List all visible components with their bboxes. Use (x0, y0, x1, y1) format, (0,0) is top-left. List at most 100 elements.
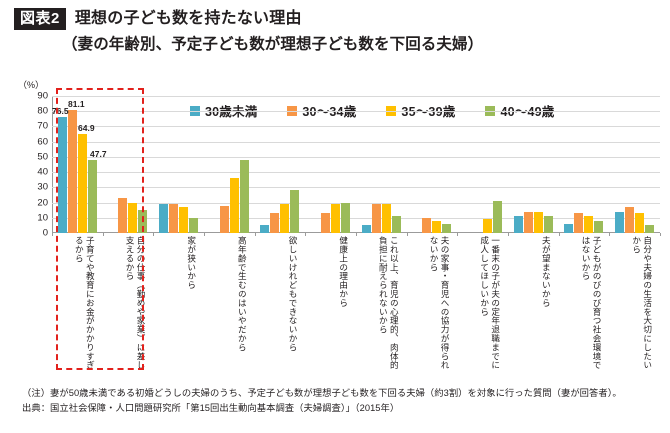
bar[interactable] (169, 204, 179, 233)
x-axis-tick (153, 233, 155, 236)
legend-swatch-icon (386, 105, 397, 116)
bar[interactable] (189, 217, 199, 233)
category-label: 子育てや教育にお金がかかりすぎるから (74, 236, 96, 370)
bar[interactable] (645, 225, 655, 233)
bar[interactable] (67, 109, 77, 233)
y-axis-tick-label: 60 (37, 136, 48, 148)
bar[interactable] (391, 216, 401, 233)
bar[interactable] (584, 216, 594, 233)
figure-number-badge: 図表2 (14, 8, 66, 31)
bar-group (204, 96, 255, 233)
bar[interactable] (290, 190, 300, 233)
bar[interactable] (128, 202, 138, 233)
bar[interactable] (118, 198, 128, 233)
x-axis-tick (609, 233, 611, 236)
category-label: 夫が望まないから (541, 236, 552, 308)
bar[interactable] (432, 220, 442, 233)
bar[interactable] (442, 223, 452, 233)
bar[interactable] (493, 201, 503, 233)
bar[interactable] (381, 204, 391, 233)
x-axis-tick (305, 233, 307, 236)
x-axis-tick (204, 233, 205, 236)
legend-swatch-icon (485, 105, 496, 116)
bar[interactable] (138, 210, 148, 233)
bar[interactable] (87, 160, 97, 233)
bar[interactable] (159, 204, 169, 233)
y-axis-unit-label: （%） (18, 80, 45, 90)
gridline (52, 202, 660, 204)
y-axis-tick-label: 10 (37, 212, 48, 224)
bar[interactable] (341, 202, 351, 233)
x-axis-tick (660, 233, 661, 236)
bar[interactable] (77, 134, 87, 233)
bar-group (305, 96, 356, 233)
bar-group (609, 96, 660, 233)
gridline (52, 156, 660, 158)
y-axis-tick-label: 70 (37, 120, 48, 132)
page-subtitle: （妻の年齢別、予定子ども数が理想子ども数を下回る夫婦） (62, 36, 484, 53)
bar[interactable] (57, 116, 67, 233)
bar-group (356, 96, 407, 233)
x-axis-category-labels: 子育てや教育にお金がかかりすぎるから 自分の仕事（勤めや家業）に差し支えるから 家が… (52, 236, 660, 376)
gridline (52, 172, 660, 174)
x-axis-tick (52, 233, 53, 236)
bar-group (52, 96, 103, 233)
bar-value-label: 64.9 (78, 123, 95, 134)
y-axis-tick-label: 50 (37, 151, 48, 163)
bar[interactable] (280, 204, 290, 233)
bar[interactable] (179, 207, 189, 233)
bar[interactable] (543, 216, 553, 233)
x-axis-tick (254, 233, 256, 236)
bar[interactable] (239, 159, 249, 233)
bar[interactable] (321, 213, 331, 233)
bar[interactable] (625, 207, 635, 233)
bar[interactable] (483, 219, 493, 233)
bar[interactable] (615, 211, 625, 233)
category-label: 欲しいけれどもできないから (288, 236, 298, 352)
y-axis-tick-label: 0 (42, 227, 48, 239)
x-axis-tick (558, 233, 560, 236)
bar-value-label: 81.1 (68, 98, 85, 109)
title-block: 図表2 理想の子ども数を持たない理由 (14, 8, 302, 31)
bar[interactable] (564, 223, 574, 233)
bar-group (153, 96, 204, 233)
bar[interactable] (371, 204, 381, 233)
bar[interactable] (533, 211, 543, 233)
footnote-source: 出典：国立社会保障・人口問題研究所「第15回出生動向基本調査（夫婦調査）」（20… (22, 403, 400, 414)
legend-swatch-icon (190, 105, 200, 116)
footnote-note: （注）妻が50歳未満である初婚どうしの夫婦のうち、予定子ども数が理想子ども数を下… (22, 388, 622, 398)
y-axis-tick-label: 80 (37, 105, 48, 117)
bar[interactable] (513, 216, 523, 233)
bar[interactable] (361, 225, 371, 233)
gridline (52, 111, 660, 113)
x-axis-tick (406, 233, 408, 236)
bar[interactable] (574, 213, 584, 233)
bar-group (508, 96, 559, 233)
plot-area: 0 10 20 30 40 50 60 70 80 90 76.5 81.1 64.9 47.7 (37, 91, 661, 239)
legend-swatch-icon (287, 105, 298, 116)
bar[interactable] (270, 213, 280, 233)
bar[interactable] (331, 204, 341, 233)
y-axis-tick-label: 40 (37, 166, 48, 178)
bar[interactable] (635, 213, 645, 233)
bar[interactable] (229, 178, 239, 233)
bar[interactable] (422, 217, 432, 233)
x-axis-line (52, 232, 660, 233)
bar-group (559, 96, 610, 233)
gridline (52, 217, 660, 219)
bar[interactable] (594, 220, 604, 233)
y-axis-tick-label: 20 (37, 197, 48, 209)
footnotes: （注）妻が50歳未満である初婚どうしの夫婦のうち、予定子ども数が理想子ども数を下… (22, 386, 622, 417)
bar[interactable] (219, 205, 229, 233)
bar[interactable] (523, 211, 533, 233)
category-label: 自分や夫婦の生活を大切にしたいから (631, 236, 653, 370)
category-label: 一番末の子が夫の定年退職までに成人してほしいから (479, 236, 501, 370)
x-axis-tick (457, 233, 459, 236)
bar-value-label: 47.7 (90, 149, 107, 160)
x-axis-tick (356, 233, 357, 236)
bar[interactable] (260, 225, 270, 233)
page-title: 理想の子ども数を持たない理由 (74, 10, 302, 27)
category-label: 子どもがのびのび育つ社会環境ではないから (581, 236, 602, 370)
category-label: 自分の仕事（勤めや家業）に差し支えるから (125, 236, 146, 370)
